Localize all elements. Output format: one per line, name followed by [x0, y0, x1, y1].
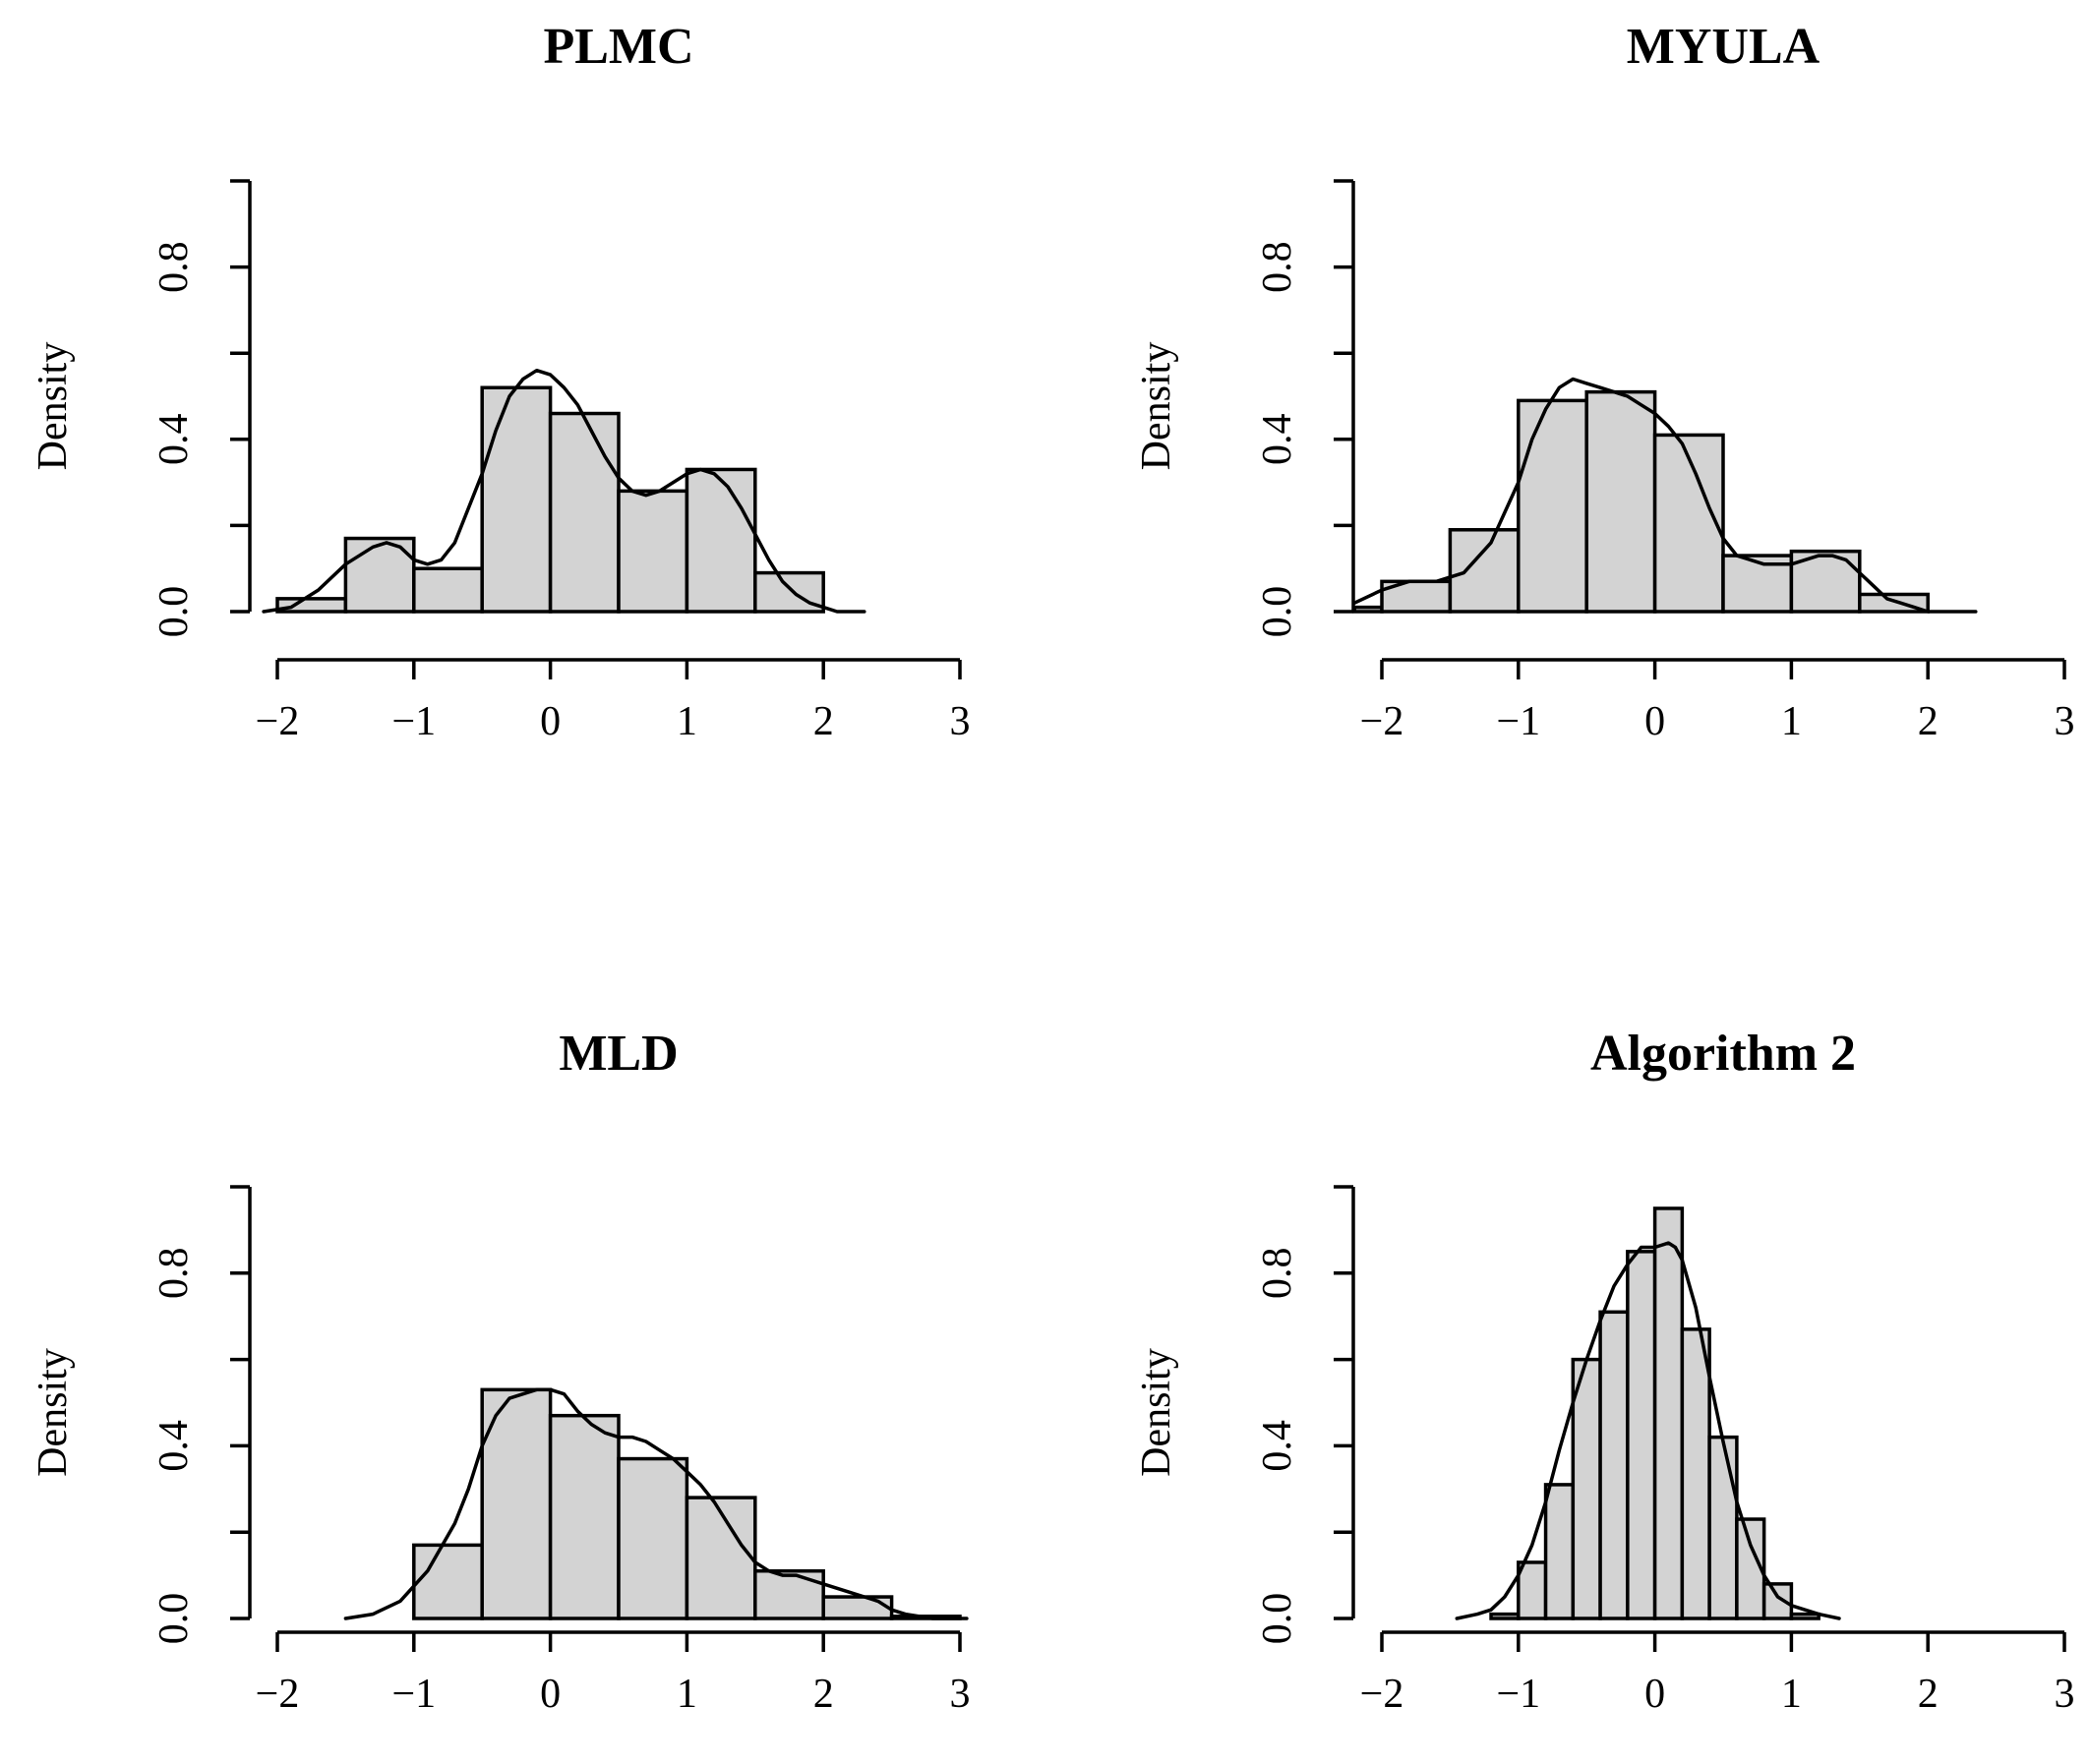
histogram-bar [1707, 1435, 1739, 1620]
y-axis-label: Density [30, 342, 76, 471]
histogram-bar [1517, 1560, 1548, 1620]
x-tick-label: 0 [540, 699, 561, 744]
histogram-bar [1489, 1612, 1521, 1620]
histogram-bar [1652, 1206, 1685, 1620]
y-tick-label: 0.8 [151, 1248, 197, 1300]
y-tick-label: 0.0 [151, 586, 197, 638]
histogram-bar [1584, 389, 1657, 614]
histogram-bar [275, 597, 348, 614]
histogram-bar [480, 385, 553, 614]
histogram-bar [1543, 1483, 1576, 1620]
x-tick-label: −2 [256, 1672, 300, 1717]
x-tick-label: 2 [813, 699, 834, 744]
panel-myula: MYULA Density 0.0 0.4 0.8 −2 −1 0 1 2 3 [1134, 19, 2075, 744]
density-curve [343, 1387, 969, 1620]
x-tick-label: 3 [2055, 1672, 2075, 1717]
panel-plmc: PLMC Density 0.0 0.4 0.8 −2 −1 0 1 2 3 [30, 19, 971, 744]
density-curve [1352, 377, 1978, 614]
histogram-bar [685, 1496, 757, 1620]
histogram-bar [685, 467, 757, 614]
histogram-bar [1626, 1250, 1657, 1620]
x-tick-label: −2 [256, 699, 300, 744]
x-tick-label: −2 [1360, 699, 1404, 744]
x-tick-label: 3 [950, 699, 971, 744]
histogram-bar [1598, 1310, 1630, 1620]
x-tick-label: 1 [677, 1672, 697, 1717]
histogram-bar [617, 489, 689, 614]
y-tick-label: 0.4 [151, 414, 197, 466]
histogram-bar [480, 1387, 553, 1620]
histogram-bar [1789, 1612, 1820, 1620]
chart-title: Algorithm 2 [1590, 1026, 1856, 1082]
histogram-bar [1517, 398, 1588, 614]
x-tick-label: 0 [1644, 1672, 1665, 1717]
x-tick-label: −1 [1496, 1672, 1540, 1717]
x-tick-label: 3 [950, 1672, 971, 1717]
y-axis-label: Density [1134, 1348, 1179, 1477]
histogram-bar [548, 1413, 621, 1620]
x-tick-label: −2 [1360, 1672, 1404, 1717]
x-tick-label: 1 [1781, 699, 1802, 744]
x-tick-label: 1 [677, 699, 697, 744]
x-tick-label: 2 [1918, 699, 1939, 744]
y-tick-label: 0.8 [1255, 241, 1300, 293]
y-tick-label: 0.4 [151, 1420, 197, 1472]
histogram-bar [821, 1595, 894, 1620]
histogram-bar [753, 570, 825, 614]
chart-title: PLMC [543, 19, 693, 75]
y-tick-label: 0.0 [1255, 586, 1300, 638]
y-axis-label: Density [1134, 342, 1179, 471]
histogram-bar [1680, 1327, 1711, 1620]
y-tick-label: 0.8 [1255, 1248, 1300, 1300]
chart-title: MLD [559, 1026, 678, 1082]
panel-mld: MLD Density 0.0 0.4 0.8 −2 −1 0 1 2 3 [30, 1026, 971, 1717]
x-tick-label: 0 [1644, 699, 1665, 744]
y-axis-label: Density [30, 1348, 76, 1477]
histogram-bar [1571, 1357, 1602, 1620]
x-tick-label: 2 [1918, 1672, 1939, 1717]
x-tick-label: 3 [2055, 699, 2075, 744]
y-tick-label: 0.4 [1255, 414, 1300, 466]
histogram-bar [1448, 528, 1521, 614]
density-curve [262, 368, 866, 614]
x-tick-label: 0 [540, 1672, 561, 1717]
histogram-bar [1652, 433, 1725, 614]
x-tick-label: 2 [813, 1672, 834, 1717]
histogram-bar [412, 1543, 484, 1620]
x-tick-label: −1 [1496, 699, 1540, 744]
chart-title: MYULA [1627, 19, 1820, 75]
y-tick-label: 0.0 [1255, 1593, 1300, 1645]
y-tick-label: 0.4 [1255, 1420, 1300, 1472]
y-tick-label: 0.0 [151, 1593, 197, 1645]
x-tick-label: 1 [1781, 1672, 1802, 1717]
y-tick-label: 0.8 [151, 241, 197, 293]
histogram-bar [1352, 605, 1384, 614]
x-tick-label: −1 [391, 1672, 436, 1717]
density-curve [1455, 1241, 1841, 1620]
histogram-bar [753, 1568, 825, 1620]
panel-algorithm-2: Algorithm 2 Density 0.0 0.4 0.8 −2 −1 0 1 2 3 [1134, 1026, 2075, 1717]
x-tick-label: −1 [391, 699, 436, 744]
histogram-bar [617, 1456, 689, 1620]
histogram-bar [412, 566, 484, 614]
histogram-bar [548, 411, 621, 614]
